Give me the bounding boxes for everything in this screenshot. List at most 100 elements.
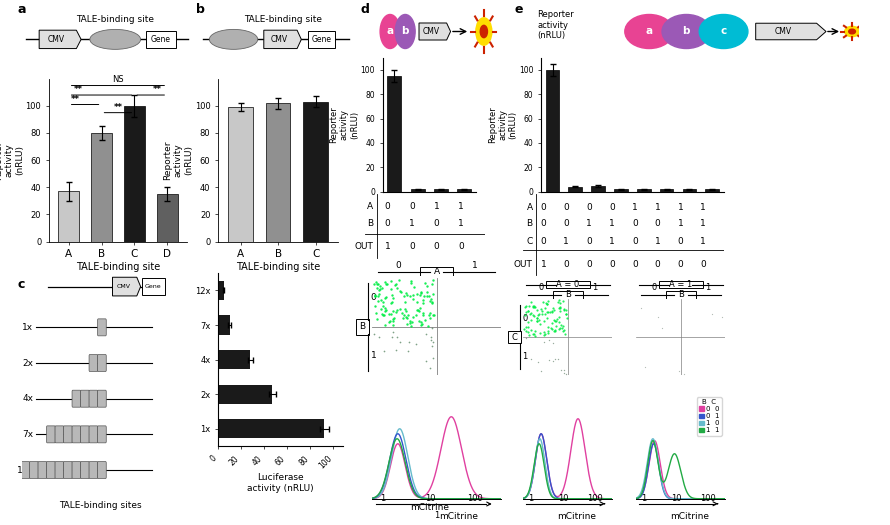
Point xyxy=(384,298,399,307)
Text: 1: 1 xyxy=(641,494,646,503)
FancyBboxPatch shape xyxy=(72,426,81,443)
Point xyxy=(385,307,400,315)
Point xyxy=(552,318,566,326)
Bar xyxy=(146,31,176,48)
Circle shape xyxy=(476,18,492,45)
Text: B: B xyxy=(527,219,533,228)
Point xyxy=(538,317,552,325)
X-axis label: TALE-binding site: TALE-binding site xyxy=(236,262,320,272)
Point xyxy=(530,317,544,326)
Bar xyxy=(614,189,627,192)
Circle shape xyxy=(700,15,748,48)
Point xyxy=(397,292,411,301)
Point xyxy=(400,320,415,328)
Point xyxy=(371,280,385,288)
Point xyxy=(425,333,439,341)
Point xyxy=(547,327,562,335)
Point xyxy=(553,298,567,307)
Point xyxy=(534,305,548,313)
Text: e: e xyxy=(514,3,523,16)
Point xyxy=(651,312,666,321)
Point xyxy=(546,339,561,347)
Circle shape xyxy=(380,15,400,48)
Text: Reporter
activity
(nRLU): Reporter activity (nRLU) xyxy=(538,10,574,40)
Point xyxy=(551,355,565,363)
Text: mCitrine: mCitrine xyxy=(670,512,709,521)
Point xyxy=(426,276,441,284)
Bar xyxy=(218,385,272,404)
Bar xyxy=(218,281,223,300)
Text: 1: 1 xyxy=(473,260,478,269)
Point xyxy=(376,311,390,319)
Point xyxy=(377,294,392,302)
Bar xyxy=(91,133,112,242)
Point xyxy=(411,307,425,315)
Point xyxy=(522,301,536,310)
Point xyxy=(395,314,409,322)
Point xyxy=(385,317,400,326)
Point xyxy=(390,284,404,292)
Point xyxy=(421,321,435,330)
Text: B: B xyxy=(367,219,373,228)
FancyBboxPatch shape xyxy=(666,290,696,299)
Text: 1: 1 xyxy=(700,219,706,228)
Point xyxy=(398,298,412,307)
Bar xyxy=(218,316,230,334)
Text: CMV: CMV xyxy=(47,35,64,44)
Point xyxy=(527,302,541,310)
FancyBboxPatch shape xyxy=(98,461,106,478)
Text: 0: 0 xyxy=(540,219,546,228)
Text: b: b xyxy=(401,26,409,37)
Point xyxy=(530,317,544,325)
Point xyxy=(545,325,559,333)
Point xyxy=(379,306,393,314)
Text: 0: 0 xyxy=(655,260,660,269)
Point xyxy=(376,298,391,307)
Point xyxy=(369,278,384,286)
Point xyxy=(417,299,431,307)
Text: 0: 0 xyxy=(677,236,684,246)
Text: 1: 1 xyxy=(700,203,706,212)
X-axis label: TALE-binding site: TALE-binding site xyxy=(76,262,160,272)
Bar xyxy=(706,189,719,192)
Polygon shape xyxy=(39,30,81,49)
Point xyxy=(374,304,388,313)
Point xyxy=(539,299,554,308)
Text: 0: 0 xyxy=(632,260,637,269)
Text: CMV: CMV xyxy=(117,284,131,289)
Point xyxy=(426,290,441,298)
Text: 0: 0 xyxy=(538,283,544,292)
Point xyxy=(519,334,533,343)
Point xyxy=(385,298,400,306)
Point xyxy=(425,342,439,350)
FancyBboxPatch shape xyxy=(98,390,106,407)
Point xyxy=(422,291,436,300)
Point xyxy=(414,288,428,296)
FancyBboxPatch shape xyxy=(72,390,81,407)
Point xyxy=(536,298,550,307)
Text: 1x: 1x xyxy=(22,323,34,332)
Text: 0: 0 xyxy=(587,260,592,269)
Point xyxy=(524,316,538,324)
Text: 0: 0 xyxy=(587,203,592,212)
Point xyxy=(541,335,555,344)
Point xyxy=(547,306,562,314)
Text: 1: 1 xyxy=(632,203,637,212)
Point xyxy=(533,329,547,338)
Point xyxy=(378,280,392,288)
FancyBboxPatch shape xyxy=(89,426,98,443)
Point xyxy=(549,317,563,325)
Point xyxy=(374,285,388,293)
Text: A = 1: A = 1 xyxy=(669,280,692,289)
Point xyxy=(425,299,439,307)
Point xyxy=(399,307,413,315)
Text: 1: 1 xyxy=(380,494,385,503)
Point xyxy=(375,310,389,318)
Text: NS: NS xyxy=(112,75,124,84)
Text: CMV: CMV xyxy=(774,27,792,36)
Point xyxy=(427,310,441,319)
Point xyxy=(543,308,557,317)
Point xyxy=(417,310,431,319)
Point xyxy=(417,292,431,300)
Point xyxy=(523,310,538,318)
